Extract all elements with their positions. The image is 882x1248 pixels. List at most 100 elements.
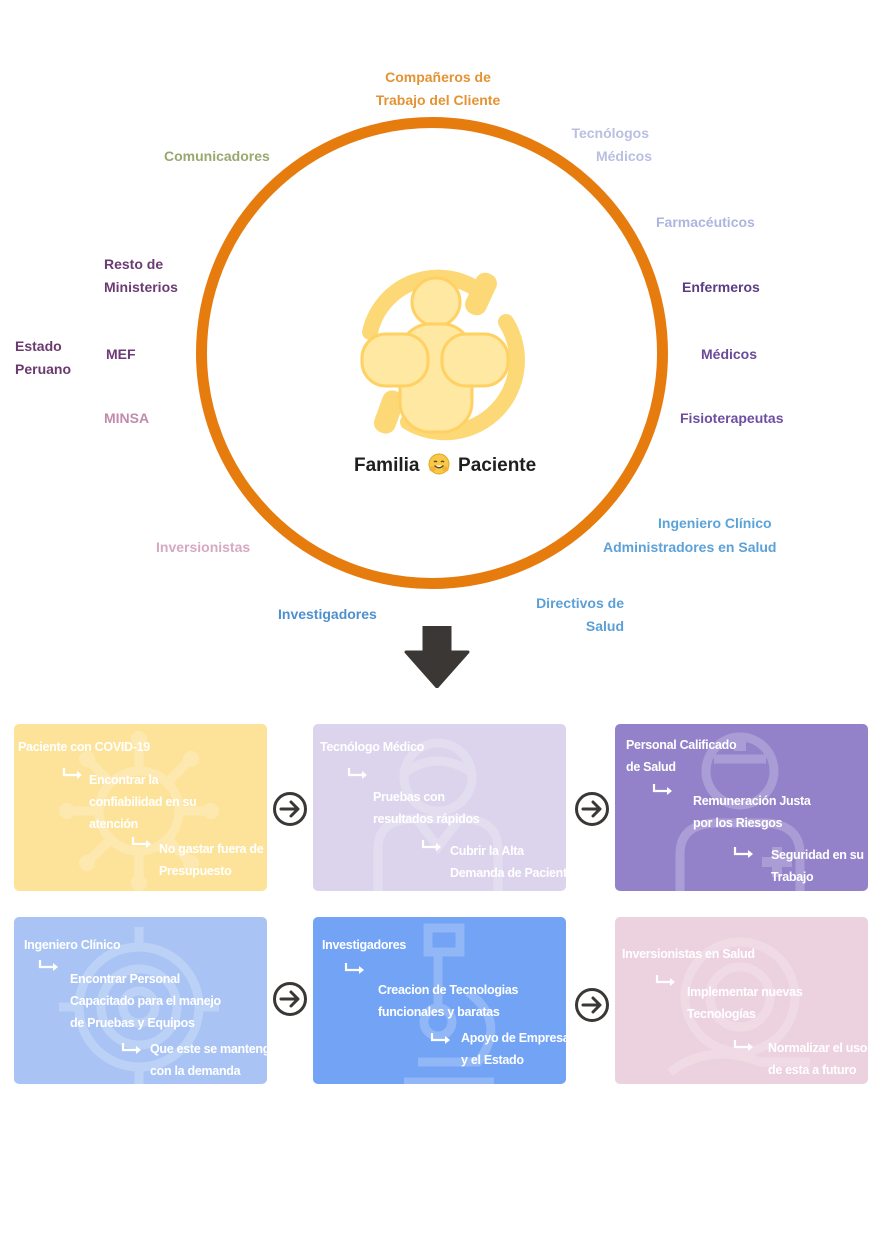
card-point-1: Pruebas con resultados rápidos bbox=[373, 786, 480, 830]
card-title: Paciente con COVID-19 bbox=[18, 740, 150, 754]
sub-arrow-icon bbox=[344, 962, 366, 976]
card-inversionistas: Inversionistas en Salud Implementar nuev… bbox=[615, 917, 868, 1084]
line: Implementar nuevas bbox=[687, 985, 803, 999]
line: de Salud bbox=[626, 760, 676, 774]
card-point-2: Seguridad en su Trabajo bbox=[771, 844, 864, 888]
line: Demanda de Pacientes bbox=[450, 866, 566, 880]
line: Encontrar la bbox=[89, 773, 159, 787]
label-fisioterapeutas: Fisioterapeutas bbox=[680, 410, 784, 426]
label-comunicadores: Comunicadores bbox=[164, 148, 270, 164]
label-medicos: Médicos bbox=[701, 346, 758, 362]
line: con la demanda bbox=[150, 1064, 241, 1078]
card-investigadores: Investigadores Creacion de Tecnologias f… bbox=[313, 917, 566, 1084]
sub-arrow-icon bbox=[733, 1039, 755, 1053]
center-label: Familia Paciente bbox=[354, 453, 536, 477]
sub-arrow-icon bbox=[655, 974, 677, 988]
label-resto-ministerios: Resto de Ministerios bbox=[104, 253, 178, 299]
sub-arrow-icon bbox=[430, 1032, 452, 1046]
virus-icon bbox=[59, 731, 219, 891]
card-paciente: Paciente con COVID-19 Encontrar la confi… bbox=[14, 724, 267, 891]
gear-icon bbox=[59, 927, 219, 1084]
label-line: Ministerios bbox=[104, 279, 178, 295]
label-administradores: Administradores en Salud bbox=[603, 539, 777, 555]
card-point-1: Encontrar Personal Capacitado para el ma… bbox=[70, 968, 221, 1034]
card-point-1: Creacion de Tecnologias funcionales y ba… bbox=[378, 979, 518, 1023]
label-line: Salud bbox=[585, 618, 624, 634]
card-point-2: Apoyo de Empresas y el Estado bbox=[461, 1027, 566, 1071]
microscope-icon bbox=[404, 923, 496, 1084]
label-directivos: Directivos de Salud bbox=[530, 592, 624, 638]
card-point-2: Que este se mantenga con la demanda bbox=[150, 1038, 267, 1082]
sub-arrow-icon bbox=[121, 1042, 143, 1056]
line: por los Riesgos bbox=[693, 816, 783, 830]
line: resultados rápidos bbox=[373, 812, 480, 826]
line: Cubrir la Alta bbox=[450, 844, 524, 858]
label-line: Trabajo del Cliente bbox=[375, 92, 501, 108]
card-title: Tecnólogo Médico bbox=[320, 740, 424, 754]
sub-arrow-icon bbox=[421, 839, 443, 853]
label-companeros: Compañeros de Trabajo del Cliente bbox=[367, 66, 509, 112]
card-personal-salud: Personal Calificado de Salud Remuneració… bbox=[615, 724, 868, 891]
label-estado-peruano: Estado Peruano bbox=[15, 335, 71, 381]
label-tecnologos: Tecnólogos Médicos bbox=[560, 122, 652, 168]
line: Seguridad en su bbox=[771, 848, 864, 862]
card-ingeniero: Ingeniero Clínico Encontrar Personal Cap… bbox=[14, 917, 267, 1084]
down-arrow-icon bbox=[404, 626, 470, 688]
card-point-1: Implementar nuevas Tecnologías bbox=[687, 981, 803, 1025]
stakeholder-ring bbox=[196, 117, 668, 589]
line: Trabajo bbox=[771, 870, 814, 884]
line: Apoyo de Empresas bbox=[461, 1031, 566, 1045]
label-line: Médicos bbox=[595, 148, 652, 164]
label-line: Peruano bbox=[15, 361, 72, 377]
card-tecnologo: Tecnólogo Médico Pruebas con resultados … bbox=[313, 724, 566, 891]
card-title: Investigadores bbox=[322, 938, 407, 952]
line: Remuneración Justa bbox=[693, 794, 811, 808]
label-minsa: MINSA bbox=[104, 410, 150, 426]
line: Capacitado para el manejo bbox=[70, 994, 221, 1008]
sub-arrow-icon bbox=[62, 767, 84, 781]
card-title: Personal Calificado de Salud bbox=[626, 734, 737, 778]
line: Pruebas con bbox=[373, 790, 445, 804]
label-inversionistas: Inversionistas bbox=[156, 539, 251, 555]
label-enfermeros: Enfermeros bbox=[682, 279, 760, 295]
next-arrow-icon bbox=[273, 982, 307, 1016]
line: Que este se mantenga bbox=[150, 1042, 267, 1056]
line: atención bbox=[89, 817, 138, 831]
next-arrow-icon bbox=[575, 792, 609, 826]
lab-technician-icon bbox=[373, 738, 503, 891]
label-ingeniero-clinico: Ingeniero Clínico bbox=[658, 515, 772, 531]
sub-arrow-icon bbox=[347, 767, 369, 781]
card-point-1: Encontrar la confiabilidad en su atenció… bbox=[89, 769, 197, 835]
label-line: Estado bbox=[15, 338, 62, 354]
card-point-2: Cubrir la Alta Demanda de Pacientes bbox=[450, 840, 566, 884]
center-label-patient: Paciente bbox=[458, 455, 537, 476]
line: Encontrar Personal bbox=[70, 972, 180, 986]
card-point-1: Remuneración Justa por los Riesgos bbox=[693, 790, 811, 834]
card-point-2: No gastar fuera de su Presupuesto bbox=[159, 838, 267, 882]
card-title: Inversionistas en Salud bbox=[622, 947, 755, 961]
card-title: Ingeniero Clínico bbox=[24, 938, 121, 952]
line: funcionales y baratas bbox=[378, 1005, 500, 1019]
label-line: Directivos de bbox=[536, 595, 624, 611]
line: de Pruebas y Equipos bbox=[70, 1016, 195, 1030]
line: confiabilidad en su bbox=[89, 795, 197, 809]
next-arrow-icon bbox=[575, 988, 609, 1022]
nurse-icon bbox=[675, 732, 805, 891]
label-mef: MEF bbox=[106, 346, 136, 362]
label-line: Compañeros de bbox=[385, 69, 491, 85]
sub-arrow-icon bbox=[652, 783, 674, 797]
investment-icon bbox=[667, 937, 810, 1076]
line: Normalizar el uso bbox=[768, 1041, 868, 1055]
label-investigadores: Investigadores bbox=[278, 606, 377, 622]
line: Presupuesto bbox=[159, 864, 232, 878]
sub-arrow-icon bbox=[131, 836, 153, 850]
line: Tecnologías bbox=[687, 1007, 756, 1021]
next-arrow-icon bbox=[273, 792, 307, 826]
sub-arrow-icon bbox=[733, 846, 755, 860]
line: de esta a futuro bbox=[768, 1063, 857, 1077]
card-point-2: Normalizar el uso de esta a futuro bbox=[768, 1037, 867, 1081]
line: Personal Calificado bbox=[626, 738, 737, 752]
sub-arrow-icon bbox=[38, 959, 60, 973]
line: y el Estado bbox=[461, 1053, 524, 1067]
label-line: Tecnólogos bbox=[571, 125, 649, 141]
